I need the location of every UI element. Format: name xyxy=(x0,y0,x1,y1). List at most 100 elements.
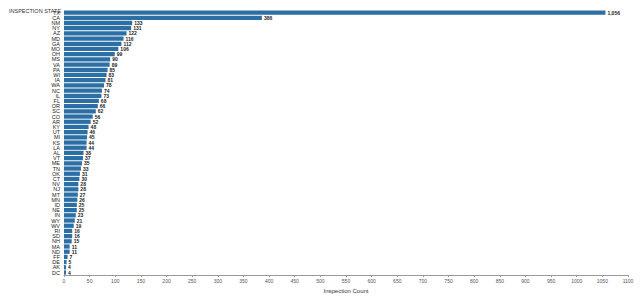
svg-text:0: 0 xyxy=(63,278,66,284)
svg-text:1,056: 1,056 xyxy=(607,10,620,16)
svg-text:112: 112 xyxy=(123,40,132,47)
svg-text:OR: OR xyxy=(51,103,60,110)
svg-text:NJ: NJ xyxy=(53,186,60,193)
svg-text:1050: 1050 xyxy=(597,278,608,284)
svg-text:MD: MD xyxy=(51,35,60,42)
svg-text:NC: NC xyxy=(52,87,60,94)
svg-text:750: 750 xyxy=(444,278,453,284)
svg-text:44: 44 xyxy=(88,139,95,146)
svg-text:MA: MA xyxy=(51,243,60,250)
svg-text:122: 122 xyxy=(128,30,137,37)
svg-text:46: 46 xyxy=(89,129,96,136)
svg-text:WY: WY xyxy=(51,217,60,224)
svg-text:33: 33 xyxy=(82,165,89,172)
svg-text:MI: MI xyxy=(53,134,60,141)
svg-text:PA: PA xyxy=(53,66,60,73)
svg-text:NH: NH xyxy=(52,238,60,245)
svg-text:AR: AR xyxy=(52,118,60,125)
svg-text:15: 15 xyxy=(73,238,80,245)
svg-text:800: 800 xyxy=(470,278,479,284)
svg-text:200: 200 xyxy=(162,278,171,284)
svg-text:1100: 1100 xyxy=(623,278,634,284)
svg-text:NE: NE xyxy=(52,207,60,214)
svg-text:25: 25 xyxy=(78,201,85,208)
svg-text:386: 386 xyxy=(264,15,273,21)
svg-text:150: 150 xyxy=(137,278,146,284)
svg-text:950: 950 xyxy=(547,278,556,284)
svg-text:56: 56 xyxy=(94,113,101,120)
svg-text:NY: NY xyxy=(52,25,60,32)
svg-text:UT: UT xyxy=(52,129,60,136)
svg-text:19: 19 xyxy=(75,222,82,229)
svg-text:23: 23 xyxy=(77,212,84,219)
svg-text:4: 4 xyxy=(68,270,71,276)
svg-text:99: 99 xyxy=(116,51,123,58)
svg-text:74: 74 xyxy=(103,87,110,94)
svg-text:650: 650 xyxy=(393,278,402,284)
svg-text:450: 450 xyxy=(291,278,300,284)
svg-text:CA: CA xyxy=(52,14,60,21)
svg-text:IA: IA xyxy=(54,77,60,84)
svg-text:850: 850 xyxy=(496,278,505,284)
svg-text:ME: ME xyxy=(51,160,60,167)
svg-text:WA: WA xyxy=(51,82,60,89)
svg-text:100: 100 xyxy=(111,278,120,284)
svg-text:FL: FL xyxy=(53,98,60,104)
svg-text:400: 400 xyxy=(265,278,274,284)
svg-text:CO: CO xyxy=(51,113,60,120)
svg-text:DE: DE xyxy=(52,259,60,266)
svg-text:350: 350 xyxy=(239,278,248,284)
svg-text:250: 250 xyxy=(188,278,197,284)
svg-text:1000: 1000 xyxy=(571,278,582,284)
svg-text:OK: OK xyxy=(52,170,60,177)
svg-text:35: 35 xyxy=(83,160,90,167)
svg-text:WI: WI xyxy=(53,72,60,78)
svg-text:44: 44 xyxy=(88,144,95,151)
svg-text:11: 11 xyxy=(72,249,78,255)
svg-text:66: 66 xyxy=(99,103,106,110)
svg-text:SC: SC xyxy=(52,108,60,115)
svg-text:85: 85 xyxy=(109,66,116,73)
svg-text:25: 25 xyxy=(78,207,85,214)
svg-text:TN: TN xyxy=(52,165,60,172)
svg-text:21: 21 xyxy=(76,217,83,224)
svg-text:MT: MT xyxy=(52,191,60,198)
svg-text:AK: AK xyxy=(52,264,60,271)
svg-text:WV: WV xyxy=(51,222,60,229)
svg-text:MS: MS xyxy=(51,56,60,63)
svg-text:CT: CT xyxy=(52,175,60,182)
svg-text:500: 500 xyxy=(316,278,325,284)
svg-text:NV: NV xyxy=(52,181,60,188)
svg-text:31: 31 xyxy=(81,170,88,177)
svg-text:GA: GA xyxy=(52,40,60,47)
svg-text:50: 50 xyxy=(87,278,93,284)
svg-text:MO: MO xyxy=(51,46,60,52)
svg-text:DC: DC xyxy=(52,270,60,276)
svg-text:ND: ND xyxy=(52,248,60,255)
svg-text:600: 600 xyxy=(367,278,376,284)
svg-text:81: 81 xyxy=(107,77,114,84)
svg-text:OH: OH xyxy=(51,51,60,58)
svg-text:Inspection Count: Inspection Count xyxy=(323,288,368,294)
svg-text:550: 550 xyxy=(342,278,351,284)
svg-text:89: 89 xyxy=(111,61,118,68)
svg-text:SD: SD xyxy=(52,233,60,240)
svg-text:300: 300 xyxy=(214,278,223,284)
svg-text:NM: NM xyxy=(51,20,60,26)
svg-text:KS: KS xyxy=(52,139,60,146)
svg-text:900: 900 xyxy=(521,278,530,284)
svg-text:AL: AL xyxy=(53,149,60,156)
svg-text:116: 116 xyxy=(125,35,134,42)
svg-text:131: 131 xyxy=(133,25,142,32)
svg-text:LA: LA xyxy=(53,144,60,151)
svg-text:VA: VA xyxy=(53,61,60,68)
svg-text:INSPECTION STATE: INSPECTION STATE xyxy=(9,8,61,14)
svg-text:FF: FF xyxy=(53,253,60,260)
svg-text:AZ: AZ xyxy=(53,30,60,37)
svg-text:52: 52 xyxy=(92,118,99,125)
svg-text:62: 62 xyxy=(97,108,104,115)
svg-text:VT: VT xyxy=(53,155,60,162)
svg-text:700: 700 xyxy=(419,278,428,284)
svg-text:MN: MN xyxy=(51,196,60,203)
svg-text:27: 27 xyxy=(79,191,86,198)
